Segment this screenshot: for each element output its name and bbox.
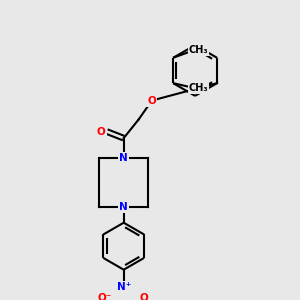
Text: CH₃: CH₃ (189, 83, 208, 93)
Text: O⁻: O⁻ (98, 293, 112, 300)
Text: CH₃: CH₃ (189, 45, 208, 55)
Text: N⁺: N⁺ (117, 282, 131, 292)
Text: O: O (97, 127, 106, 136)
Text: O: O (140, 293, 149, 300)
Text: N: N (119, 202, 128, 212)
Text: O: O (148, 95, 156, 106)
Text: N: N (119, 153, 128, 163)
